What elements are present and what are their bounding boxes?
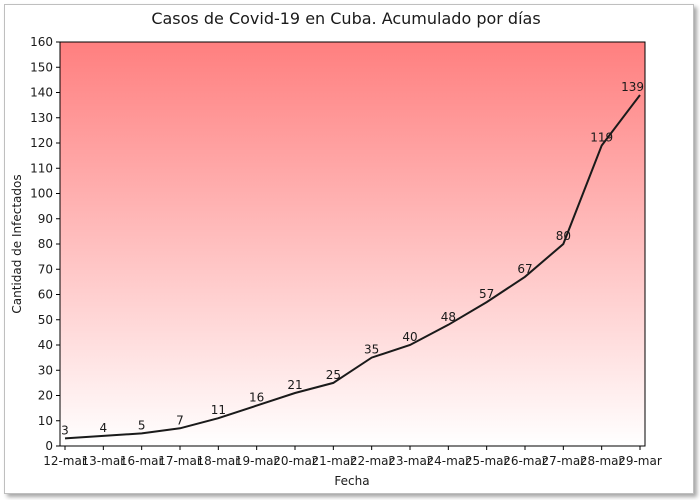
x-tick-label: 17-mar	[158, 454, 202, 468]
data-label: 5	[138, 418, 146, 432]
y-tick-label: 150	[30, 60, 53, 74]
x-tick-label: 26-mar	[503, 454, 547, 468]
y-tick-label: 60	[38, 288, 53, 302]
y-tick-label: 110	[30, 161, 53, 175]
data-label: 57	[479, 287, 494, 301]
x-tick-label: 25-mar	[465, 454, 509, 468]
x-tick-label: 16-mar	[120, 454, 164, 468]
data-label: 4	[100, 421, 108, 435]
data-label: 7	[176, 413, 184, 427]
data-label: 80	[556, 229, 571, 243]
y-tick-label: 30	[38, 363, 53, 377]
data-label: 11	[211, 403, 226, 417]
y-axis-ticks: 0 10 20 30 40 50 60 70 80 90 100 110 120 130 140 150 160	[30, 35, 60, 453]
data-label: 139	[621, 80, 644, 94]
x-tick-label: 21-mar	[312, 454, 356, 468]
y-tick-label: 120	[30, 136, 53, 150]
x-tick-label: 23-mar	[388, 454, 432, 468]
y-tick-label: 90	[38, 212, 53, 226]
y-tick-label: 0	[45, 439, 53, 453]
y-tick-label: 140	[30, 86, 53, 100]
x-tick-label: 24-mar	[427, 454, 471, 468]
data-label: 40	[402, 330, 417, 344]
data-label: 35	[364, 343, 379, 357]
x-tick-label: 18-mar	[197, 454, 241, 468]
x-tick-label: 20-mar	[273, 454, 317, 468]
y-tick-label: 40	[38, 338, 53, 352]
data-label: 119	[590, 131, 613, 145]
y-tick-label: 100	[30, 187, 53, 201]
y-tick-label: 80	[38, 237, 53, 251]
y-tick-label: 130	[30, 111, 53, 125]
chart-title: Casos de Covid-19 en Cuba. Acumulado por…	[151, 9, 540, 28]
y-tick-label: 160	[30, 35, 53, 49]
series-line	[64, 94, 641, 440]
plot-area	[59, 41, 646, 447]
data-label: 21	[287, 378, 302, 392]
x-tick-label: 28-mar	[580, 454, 624, 468]
data-label: 48	[441, 310, 456, 324]
data-label: 3	[61, 423, 69, 437]
data-label: 25	[326, 368, 341, 382]
x-axis-title: Fecha	[334, 474, 369, 488]
y-tick-label: 50	[38, 313, 53, 327]
x-tick-label: 22-mar	[350, 454, 394, 468]
x-tick-label: 13-mar	[82, 454, 126, 468]
data-label: 67	[517, 262, 532, 276]
x-tick-label: 19-mar	[235, 454, 279, 468]
y-axis-title: Cantidad de Infectados	[10, 174, 24, 313]
y-tick-label: 10	[38, 414, 53, 428]
x-tick-label: 29-mar	[618, 454, 662, 468]
x-tick-label: 27-mar	[542, 454, 586, 468]
data-label: 16	[249, 391, 264, 405]
y-tick-label: 70	[38, 262, 53, 276]
x-tick-label: 12-mar	[43, 454, 87, 468]
y-tick-label: 20	[38, 389, 53, 403]
x-axis-ticks: 12-mar13-mar16-mar17-mar18-mar19-mar20-m…	[43, 446, 662, 468]
